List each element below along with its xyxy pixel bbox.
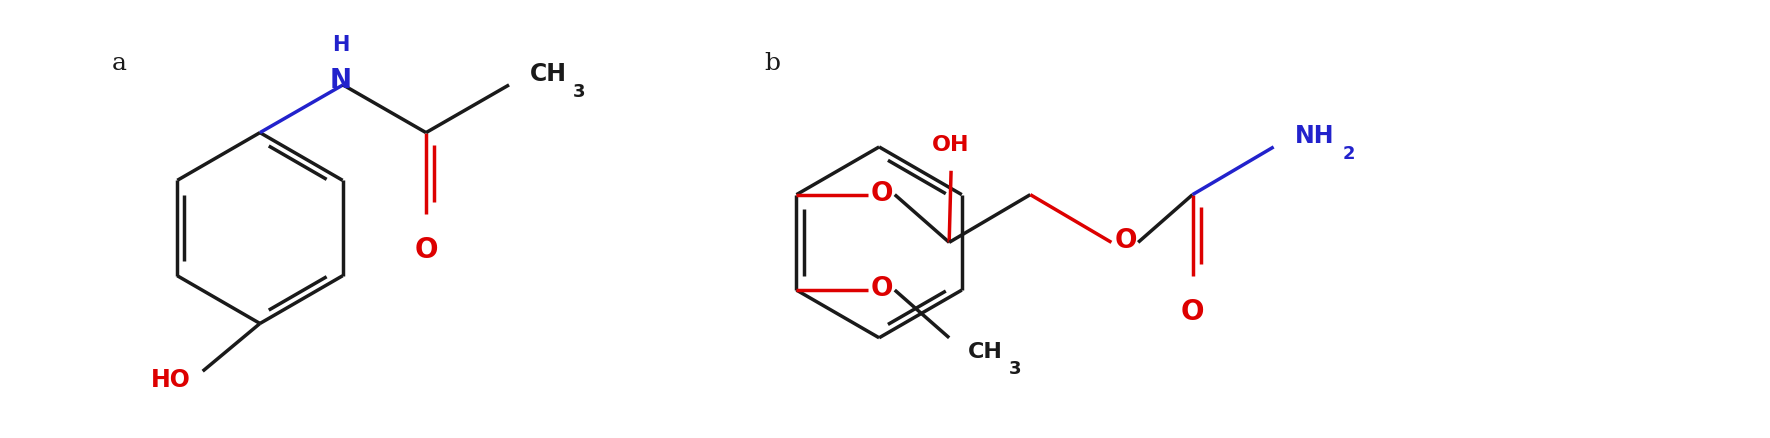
Text: O: O <box>871 276 894 301</box>
Text: O: O <box>1181 297 1204 325</box>
Text: NH: NH <box>1294 124 1335 148</box>
Text: O: O <box>414 235 437 263</box>
Text: 2: 2 <box>1342 144 1354 162</box>
Text: N: N <box>329 68 352 94</box>
Text: OH: OH <box>933 134 970 154</box>
Text: 3: 3 <box>1009 360 1021 378</box>
Text: CH: CH <box>529 62 566 86</box>
Text: 3: 3 <box>573 82 586 100</box>
Text: H: H <box>333 35 350 55</box>
Text: O: O <box>1115 228 1136 254</box>
Text: O: O <box>871 180 894 206</box>
Text: b: b <box>765 53 781 75</box>
Text: HO: HO <box>152 367 191 391</box>
Text: a: a <box>112 53 127 75</box>
Text: CH: CH <box>968 341 1004 361</box>
